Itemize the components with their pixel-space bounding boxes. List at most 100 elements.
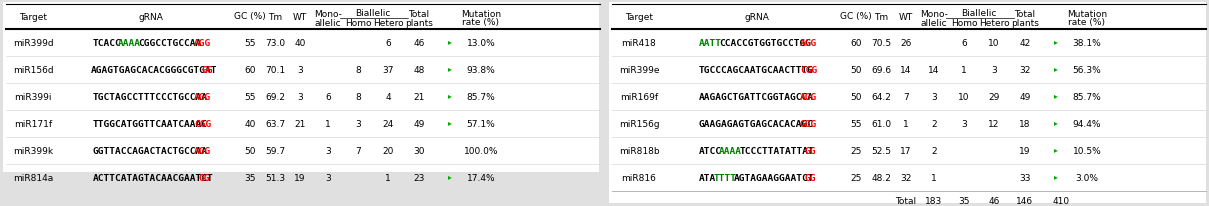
Text: 29: 29 xyxy=(988,92,1000,102)
Text: 38.1%: 38.1% xyxy=(1072,39,1101,48)
Text: miR399d: miR399d xyxy=(12,39,53,48)
Text: miR169f: miR169f xyxy=(620,92,658,102)
Text: Hetero: Hetero xyxy=(372,18,404,27)
Text: WT: WT xyxy=(898,12,913,21)
Text: Hetero: Hetero xyxy=(979,18,1010,27)
Text: AAAA: AAAA xyxy=(118,39,141,48)
Text: miR399i: miR399i xyxy=(15,92,52,102)
Text: 17.4%: 17.4% xyxy=(467,173,496,182)
Text: 14: 14 xyxy=(901,66,912,75)
Text: 52.5: 52.5 xyxy=(870,146,891,155)
Text: ▸: ▸ xyxy=(1054,117,1058,126)
Text: 6: 6 xyxy=(961,39,967,48)
Text: GGG: GGG xyxy=(800,119,817,128)
Text: CGG: CGG xyxy=(800,66,817,75)
Text: 35: 35 xyxy=(244,173,256,182)
Text: AGG: AGG xyxy=(193,39,212,48)
Text: 26: 26 xyxy=(901,39,912,48)
Text: 4: 4 xyxy=(386,92,391,102)
Text: 100.0%: 100.0% xyxy=(464,146,498,155)
Text: 63.7: 63.7 xyxy=(265,119,285,128)
Text: Total: Total xyxy=(1014,9,1036,18)
Text: AGG: AGG xyxy=(193,92,212,102)
Text: 1: 1 xyxy=(903,119,909,128)
Text: rate (%): rate (%) xyxy=(463,18,499,27)
Text: 55: 55 xyxy=(850,119,862,128)
Text: 69.6: 69.6 xyxy=(870,66,891,75)
Text: TCACC: TCACC xyxy=(93,39,122,48)
Text: 3: 3 xyxy=(325,146,331,155)
Text: Mono-: Mono- xyxy=(920,9,948,18)
Text: 25: 25 xyxy=(850,173,862,182)
Text: 3: 3 xyxy=(325,173,331,182)
Text: CGGCCTGCCAA: CGGCCTGCCAA xyxy=(138,39,202,48)
Text: 3: 3 xyxy=(355,119,360,128)
Text: miR171f: miR171f xyxy=(15,119,52,128)
Text: Tm: Tm xyxy=(268,12,282,21)
Text: TGCCCAGCAATGCAACTTTG: TGCCCAGCAATGCAACTTTG xyxy=(699,66,814,75)
Text: Total: Total xyxy=(896,197,916,206)
Text: plants: plants xyxy=(405,18,433,27)
Text: 85.7%: 85.7% xyxy=(467,92,496,102)
Text: GG: GG xyxy=(202,66,213,75)
Text: 40: 40 xyxy=(294,39,306,48)
Text: Biallelic: Biallelic xyxy=(355,8,391,18)
Text: 18: 18 xyxy=(1019,119,1031,128)
Text: GG: GG xyxy=(805,146,816,155)
Text: AGG: AGG xyxy=(800,39,817,48)
Text: 3: 3 xyxy=(961,119,967,128)
Text: AATT: AATT xyxy=(699,39,722,48)
Text: 73.0: 73.0 xyxy=(265,39,285,48)
Text: miR156d: miR156d xyxy=(12,66,53,75)
Text: 94.4%: 94.4% xyxy=(1072,119,1101,128)
Bar xyxy=(609,3,1207,203)
Text: ▸: ▸ xyxy=(1054,37,1058,46)
Text: 10: 10 xyxy=(959,92,970,102)
Text: Tm: Tm xyxy=(874,12,889,21)
Text: 3: 3 xyxy=(931,92,937,102)
Text: 7: 7 xyxy=(903,92,909,102)
Text: rate (%): rate (%) xyxy=(1069,18,1105,27)
Text: 21: 21 xyxy=(294,119,306,128)
Text: miR816: miR816 xyxy=(621,173,656,182)
Text: 6: 6 xyxy=(325,92,331,102)
Text: 56.3%: 56.3% xyxy=(1072,66,1101,75)
Text: 17: 17 xyxy=(901,146,912,155)
Text: miR418: miR418 xyxy=(621,39,656,48)
Text: 410: 410 xyxy=(1053,197,1070,206)
Text: 2: 2 xyxy=(931,146,937,155)
Text: miR818b: miR818b xyxy=(619,146,659,155)
Text: 14: 14 xyxy=(929,66,939,75)
Text: 1: 1 xyxy=(325,119,331,128)
Text: 50: 50 xyxy=(244,146,256,155)
Text: 46: 46 xyxy=(988,197,1000,206)
Text: miR399k: miR399k xyxy=(13,146,53,155)
Text: AGG: AGG xyxy=(193,146,212,155)
Text: CGG: CGG xyxy=(193,119,212,128)
Text: GC (%): GC (%) xyxy=(840,12,872,21)
Text: miR399e: miR399e xyxy=(619,66,659,75)
Text: ACTTCATAGTACAACGAATCT: ACTTCATAGTACAACGAATCT xyxy=(93,173,214,182)
Text: 3: 3 xyxy=(297,92,303,102)
Text: 8: 8 xyxy=(355,92,360,102)
Text: 13.0%: 13.0% xyxy=(467,39,496,48)
Text: 46: 46 xyxy=(413,39,424,48)
Text: ATCC: ATCC xyxy=(699,146,722,155)
Text: 51.3: 51.3 xyxy=(265,173,285,182)
Text: 183: 183 xyxy=(925,197,943,206)
Text: 93.8%: 93.8% xyxy=(467,66,496,75)
Text: 21: 21 xyxy=(413,92,424,102)
Text: ▸: ▸ xyxy=(449,91,452,99)
Text: ▸: ▸ xyxy=(1054,144,1058,153)
Text: 48.2: 48.2 xyxy=(870,173,891,182)
Text: 35: 35 xyxy=(959,197,970,206)
Text: 40: 40 xyxy=(244,119,255,128)
Text: 10: 10 xyxy=(988,39,1000,48)
Text: 59.7: 59.7 xyxy=(265,146,285,155)
Text: 85.7%: 85.7% xyxy=(1072,92,1101,102)
Text: 70.5: 70.5 xyxy=(870,39,891,48)
Text: Homo: Homo xyxy=(950,18,977,27)
Text: 60: 60 xyxy=(244,66,256,75)
Text: GG: GG xyxy=(805,173,816,182)
Text: Mutation: Mutation xyxy=(1066,9,1107,18)
